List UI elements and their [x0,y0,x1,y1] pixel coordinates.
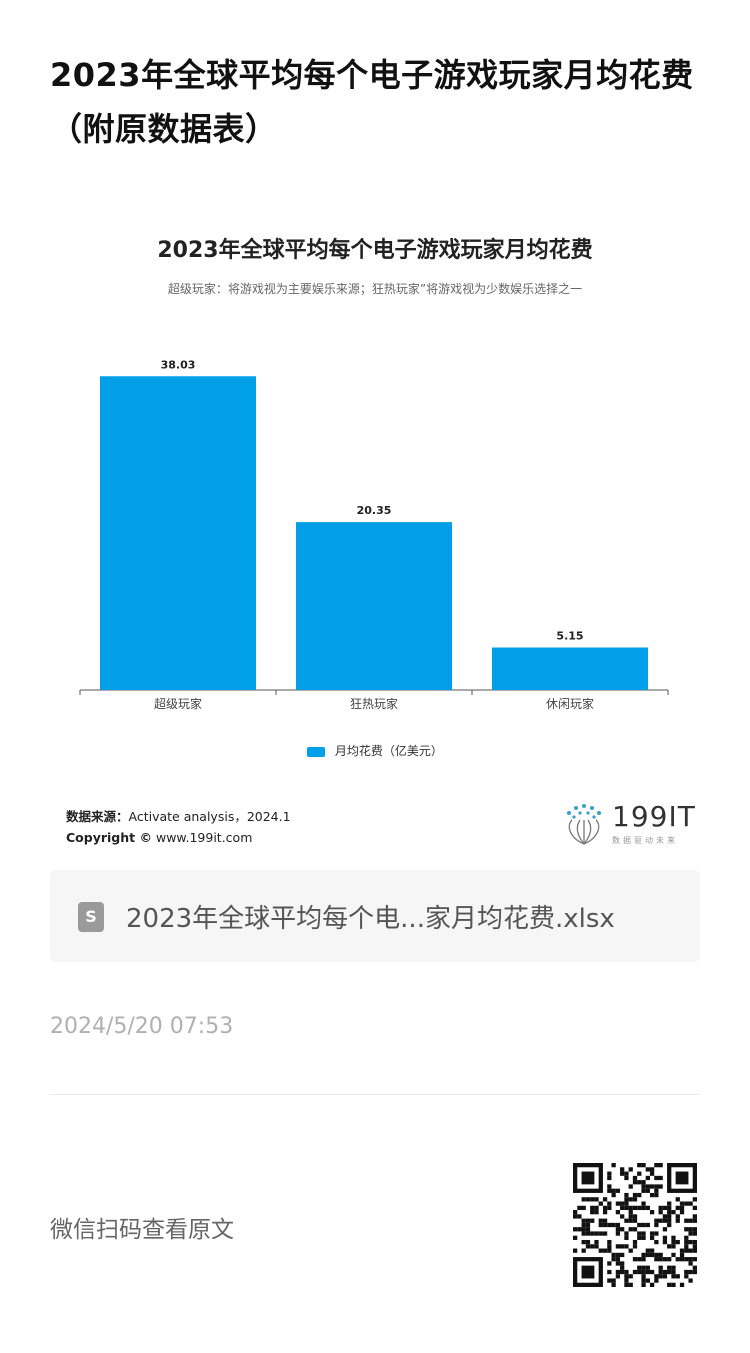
x-tick-label: 休闲玩家 [546,696,594,711]
chart-title: 2023年全球平均每个电子游戏玩家月均花费 [157,238,593,263]
qr-hint-text: 微信扫码查看原文 [50,1217,234,1243]
bar-value-label: 38.03 [161,358,196,371]
x-tick-label: 狂热玩家 [350,696,398,711]
bar-chart: 38.03 超级玩家 20.35 狂热玩家 5.15 休闲玩家 [79,358,669,711]
bar [100,376,256,690]
x-tick-label: 超级玩家 [154,696,202,711]
bar [296,522,452,690]
chart-subtitle: 超级玩家：将游戏视为主要娱乐来源；狂热玩家”将游戏视为少数娱乐选择之一 [167,282,583,296]
source-label: 数据来源： [66,809,129,824]
brand-fan-icon [567,804,601,845]
source-text: Activate analysis，2024.1 [128,809,291,824]
source-block: 数据来源：Activate analysis，2024.1 Copyright … [66,806,291,848]
legend-swatch [307,746,326,757]
spreadsheet-icon: S [78,902,104,932]
chart-legend: 月均花费（亿美元） [50,742,700,759]
chart-card: 2023年全球平均每个电子游戏玩家月均花费 超级玩家：将游戏视为主要娱乐来源；狂… [50,210,700,860]
brand-logo: 199IT 数据驱动未来 [560,798,695,848]
page-title: 2023年全球平均每个电子游戏玩家月均花费（附原数据表） [50,56,694,148]
legend-label: 月均花费（亿美元） [334,744,443,758]
qr-code-icon[interactable] [573,1163,697,1287]
brand-tagline: 数据驱动未来 [612,836,678,845]
attachment-filename[interactable]: 2023年全球平均每个电...家月均花费.xlsx [126,904,615,934]
bar [492,647,648,690]
copyright-label: Copyright © [66,830,152,845]
bar-value-label: 5.15 [556,630,583,643]
brand-name: 199IT [612,800,696,833]
copyright-text: www.199it.com [155,830,253,845]
bar-value-label: 20.35 [357,504,392,517]
publish-timestamp: 2024/5/20 07:53 [50,1014,234,1039]
divider [50,1094,700,1095]
attachment-card[interactable]: S 2023年全球平均每个电...家月均花费.xlsx [50,870,700,962]
